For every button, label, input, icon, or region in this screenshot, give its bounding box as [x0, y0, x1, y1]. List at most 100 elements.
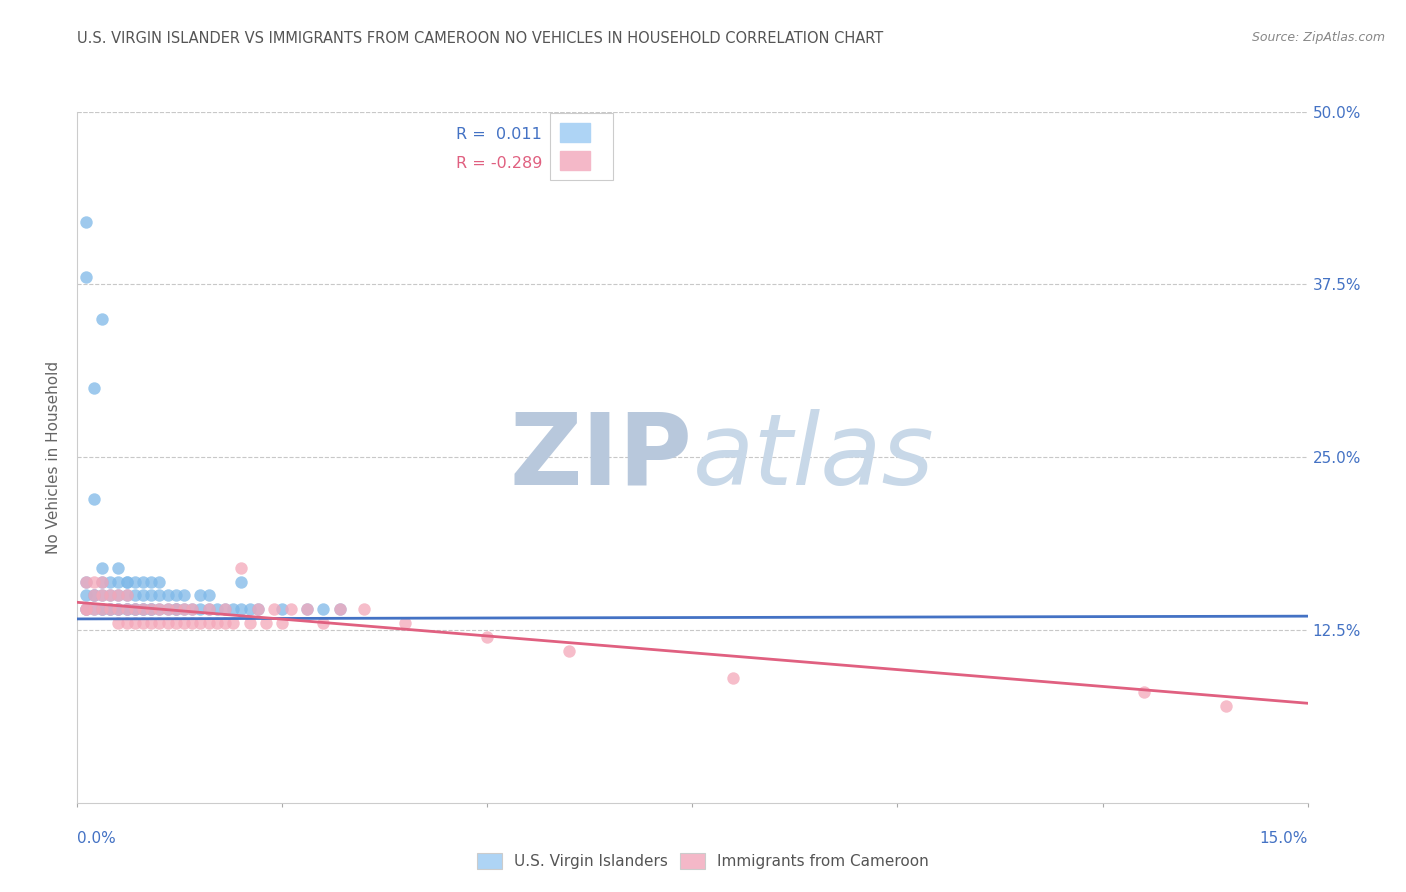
Point [75, 270, 97, 285]
Point [75, 602, 97, 616]
Point [222, 615, 245, 630]
Point [107, 602, 129, 616]
Point [148, 602, 170, 616]
Point [271, 615, 294, 630]
Point [246, 602, 269, 616]
Point [83, 602, 105, 616]
Point [90, 589, 114, 603]
Point [263, 602, 285, 616]
Point [188, 602, 212, 616]
Point [197, 589, 219, 603]
Point [295, 602, 318, 616]
Point [156, 615, 179, 630]
Point [222, 602, 245, 616]
Point [173, 602, 195, 616]
Point [132, 602, 155, 616]
Point [107, 589, 129, 603]
Point [75, 574, 97, 589]
Point [124, 574, 146, 589]
Point [90, 589, 114, 603]
Point [98, 602, 121, 616]
Point [214, 602, 236, 616]
Point [188, 615, 212, 630]
Point [188, 589, 212, 603]
Point [90, 602, 114, 616]
Legend: , : , [550, 113, 613, 180]
Point [214, 615, 236, 630]
Point [231, 561, 253, 575]
Point [148, 574, 170, 589]
Point [90, 574, 114, 589]
Point [239, 615, 262, 630]
Point [83, 589, 105, 603]
Point [75, 602, 97, 616]
Point [181, 615, 204, 630]
Point [115, 602, 138, 616]
Point [214, 602, 236, 616]
Point [90, 602, 114, 616]
Point [83, 589, 105, 603]
Point [205, 615, 228, 630]
Point [254, 615, 277, 630]
Point [271, 602, 294, 616]
Point [173, 602, 195, 616]
Point [165, 602, 187, 616]
Point [312, 602, 335, 616]
Point [246, 602, 269, 616]
Text: atlas: atlas [693, 409, 934, 506]
Text: R =  0.011   N = 69: R = 0.011 N = 69 [457, 127, 613, 142]
Point [107, 574, 129, 589]
Point [98, 589, 121, 603]
Point [83, 602, 105, 616]
Point [173, 615, 195, 630]
Point [90, 561, 114, 575]
Point [83, 589, 105, 603]
Point [115, 574, 138, 589]
Point [75, 589, 97, 603]
Point [329, 602, 352, 616]
Point [90, 574, 114, 589]
Point [1132, 685, 1154, 699]
Point [353, 602, 375, 616]
Point [165, 589, 187, 603]
Point [83, 381, 105, 395]
Point [141, 574, 163, 589]
Point [723, 672, 745, 686]
Point [231, 574, 253, 589]
Point [115, 602, 138, 616]
Point [132, 589, 155, 603]
Point [165, 615, 187, 630]
Point [124, 602, 146, 616]
Point [231, 602, 253, 616]
Text: R = -0.289   N = 57: R = -0.289 N = 57 [457, 156, 614, 171]
Point [148, 615, 170, 630]
Point [115, 589, 138, 603]
Point [156, 602, 179, 616]
Point [141, 602, 163, 616]
Point [141, 602, 163, 616]
Point [165, 602, 187, 616]
Point [181, 602, 204, 616]
Point [141, 589, 163, 603]
Point [90, 602, 114, 616]
Point [90, 312, 114, 326]
Legend: U.S. Virgin Islanders, Immigrants from Cameroon: U.S. Virgin Islanders, Immigrants from C… [471, 847, 935, 875]
Point [75, 215, 97, 229]
Point [107, 589, 129, 603]
Point [132, 574, 155, 589]
Point [98, 574, 121, 589]
Point [197, 602, 219, 616]
Point [132, 602, 155, 616]
Point [477, 630, 499, 644]
Point [312, 615, 335, 630]
Point [115, 574, 138, 589]
Text: ZIP: ZIP [509, 409, 693, 506]
Point [156, 589, 179, 603]
Point [124, 602, 146, 616]
Point [205, 602, 228, 616]
Point [181, 602, 204, 616]
Point [75, 602, 97, 616]
Point [107, 602, 129, 616]
Point [115, 602, 138, 616]
Text: Source: ZipAtlas.com: Source: ZipAtlas.com [1251, 31, 1385, 45]
